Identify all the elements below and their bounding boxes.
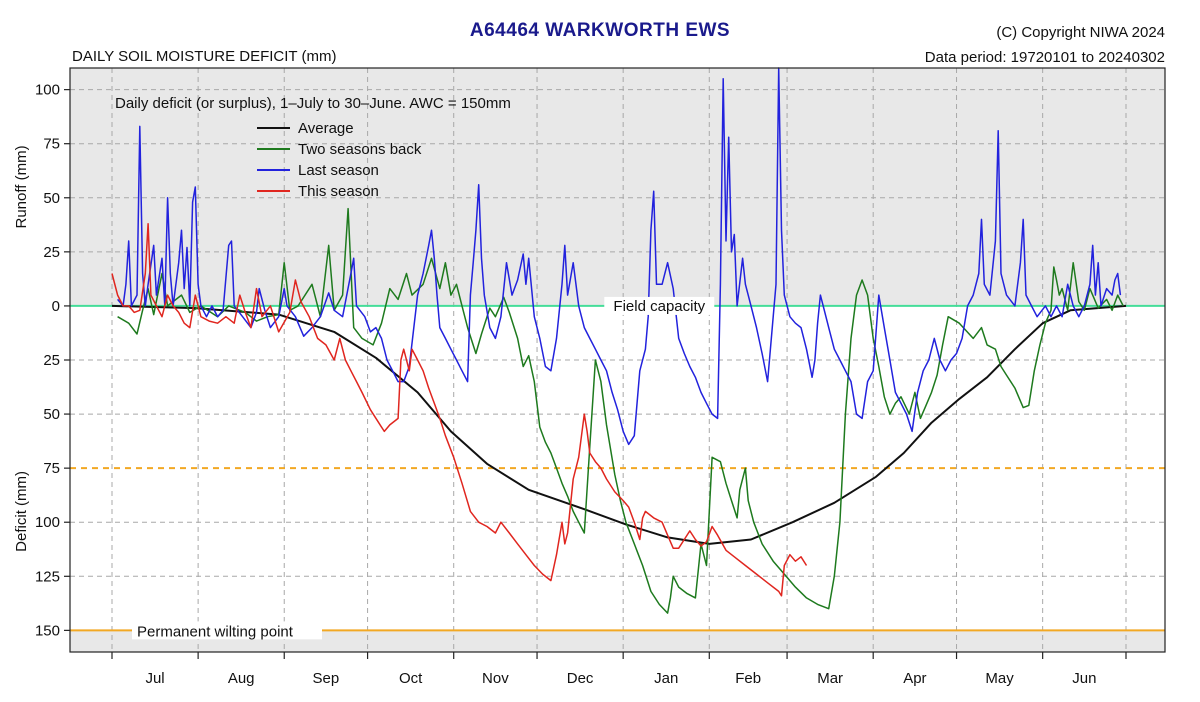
- series-line-two-seasons-back: [117, 207, 1124, 614]
- series-line-average: [111, 304, 1127, 545]
- y-tick-label: 0: [52, 298, 60, 315]
- series-line-this-season: [111, 222, 808, 597]
- below-wilting-zone: [70, 630, 1165, 652]
- y-axis-label-deficit: Deficit (mm): [13, 471, 30, 552]
- x-tick-label: Nov: [482, 670, 509, 687]
- x-tick-label: Feb: [735, 670, 761, 687]
- y-tick-label: 75: [43, 136, 60, 153]
- chart-subtitle: DAILY SOIL MOISTURE DEFICIT (mm): [72, 48, 337, 65]
- wilting-point-label-bg: [132, 621, 322, 640]
- x-tick-label: Jul: [145, 670, 164, 687]
- y-tick-label: 50: [43, 190, 60, 207]
- chart-title: A64464 WARKWORTH EWS: [469, 20, 731, 41]
- data-period: Data period: 19720101 to 20240302: [924, 49, 1165, 66]
- chart-annotation: Daily deficit (or surplus), 1–July to 30…: [115, 95, 511, 112]
- y-tick-label: 25: [43, 352, 60, 369]
- x-tick-label: May: [985, 670, 1014, 687]
- legend-label: Average: [298, 120, 354, 137]
- x-tick-label: Jun: [1072, 670, 1096, 687]
- runoff-zone: [70, 68, 1165, 306]
- y-tick-label: 100: [35, 82, 60, 99]
- x-tick-label: Apr: [903, 670, 926, 687]
- y-tick-label: 100: [35, 514, 60, 531]
- x-tick-label: Mar: [817, 670, 843, 687]
- y-axis-label-runoff: Runoff (mm): [13, 145, 30, 228]
- x-tick-label: Sep: [313, 670, 340, 687]
- y-tick-label: 75: [43, 460, 60, 477]
- field-capacity-label-bg: [604, 296, 715, 315]
- series-line-last-season: [117, 67, 1122, 446]
- y-tick-label: 150: [35, 622, 60, 639]
- x-tick-label: Oct: [399, 670, 423, 687]
- wilting-point-label: Permanent wilting point: [137, 623, 294, 640]
- y-tick-label: 25: [43, 244, 60, 261]
- x-tick-label: Dec: [567, 670, 594, 687]
- y-tick-label: 125: [35, 568, 60, 585]
- y-tick-label: 50: [43, 406, 60, 423]
- legend-label: Two seasons back: [298, 141, 422, 158]
- copyright-notice: (C) Copyright NIWA 2024: [996, 24, 1165, 41]
- x-tick-label: Jan: [654, 670, 678, 687]
- x-tick-label: Aug: [228, 670, 255, 687]
- legend-label: This season: [298, 183, 379, 200]
- field-capacity-label: Field capacity: [613, 298, 705, 315]
- legend-label: Last season: [298, 162, 379, 179]
